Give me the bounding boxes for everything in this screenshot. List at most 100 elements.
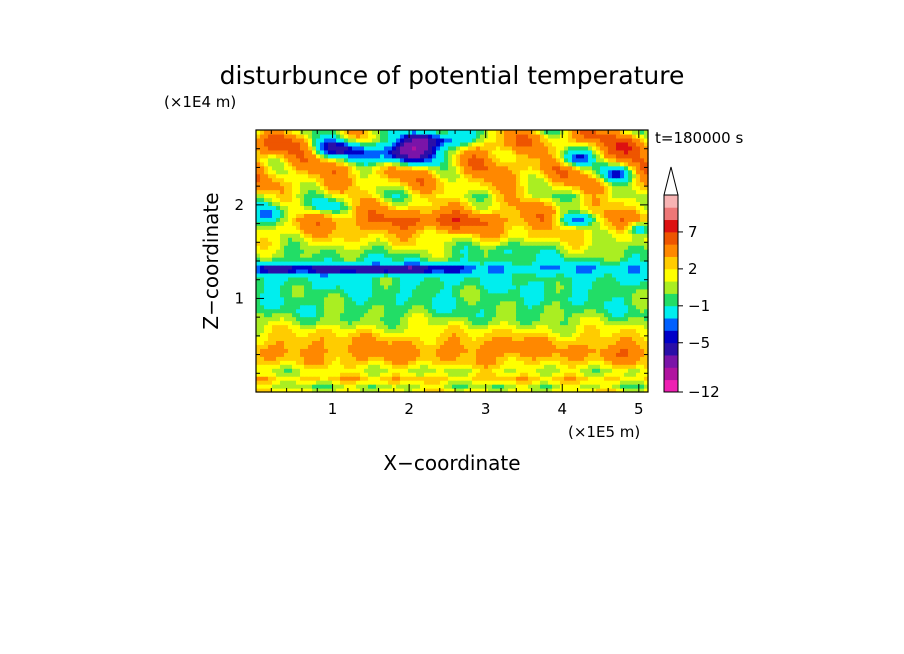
heatmap-cell [416,340,421,345]
heatmap-cell [484,380,489,385]
heatmap-cell [280,253,285,258]
heatmap-cell [328,348,333,353]
heatmap-cell [348,316,353,322]
heatmap-cell [632,316,637,322]
heatmap-cell [572,376,577,381]
heatmap-cell [416,320,421,326]
heatmap-cell [600,268,605,274]
heatmap-cell [608,332,613,338]
heatmap-cell [304,233,309,238]
heatmap-cell [436,340,441,345]
heatmap-cell [428,368,433,373]
heatmap-cell [644,249,649,254]
heatmap-cell [464,189,469,195]
heatmap-cell [364,296,369,302]
heatmap-cell [640,197,645,203]
heatmap-cell [580,245,585,250]
heatmap-cell [336,384,341,389]
heatmap-cell [392,241,397,246]
heatmap-cell [340,368,345,373]
heatmap-cell [596,304,601,310]
heatmap-cell [300,368,305,373]
heatmap-cell [388,364,393,369]
heatmap-cell [328,245,333,250]
heatmap-cell [540,209,545,214]
heatmap-cell [268,272,273,278]
heatmap-cell [316,388,321,393]
heatmap-cell [292,320,297,326]
heatmap-cell [472,261,477,266]
heatmap-cell [612,324,617,330]
heatmap-cell [592,376,597,381]
heatmap-cell [412,372,417,377]
heatmap-cell [372,229,377,234]
heatmap-cell [268,288,273,294]
heatmap-cell [620,221,625,226]
heatmap-cell [556,352,561,357]
heatmap-cell [448,257,453,262]
heatmap-cell [572,356,577,361]
heatmap-cell [288,348,293,353]
heatmap-cell [620,372,625,377]
heatmap-cell [432,272,437,278]
heatmap-cell [436,280,441,286]
heatmap-cell [512,197,517,203]
heatmap-cell [640,245,645,250]
heatmap-cell [556,332,561,338]
heatmap-cell [448,336,453,341]
heatmap-cell [340,300,345,306]
heatmap-cell [260,384,265,389]
heatmap-cell [380,272,385,278]
heatmap-cell [356,217,361,222]
heatmap-cell [388,241,393,246]
heatmap-cell [296,201,301,207]
heatmap-cell [352,264,357,270]
heatmap-cell [640,280,645,286]
heatmap-cell [608,364,613,369]
heatmap-cell [388,233,393,238]
heatmap-cell [496,384,501,389]
heatmap-cell [324,324,329,330]
heatmap-cell [492,241,497,246]
heatmap-cell [528,352,533,357]
heatmap-cell [492,316,497,322]
heatmap-cell [644,233,649,238]
heatmap-cell [620,336,625,341]
heatmap-cell [548,264,553,270]
heatmap-cell [380,217,385,222]
heatmap-cell [304,241,309,246]
heatmap-cell [480,324,485,330]
heatmap-cell [396,261,401,266]
heatmap-cell [296,308,301,314]
heatmap-cell [344,328,349,334]
heatmap-cell [312,316,317,322]
heatmap-cell [468,213,473,218]
heatmap-cell [336,193,341,199]
heatmap-cell [360,368,365,373]
heatmap-cell [304,264,309,270]
heatmap-cell [300,316,305,322]
heatmap-cell [560,233,565,238]
heatmap-cell [308,253,313,258]
heatmap-cell [516,384,521,389]
heatmap-cell [356,225,361,230]
heatmap-cell [452,340,457,345]
heatmap-cell [604,296,609,302]
heatmap-cell [372,364,377,369]
heatmap-cell [640,221,645,226]
heatmap-cell [268,372,273,377]
heatmap-cell [284,308,289,314]
heatmap-cell [504,253,509,258]
heatmap-cell [444,280,449,286]
heatmap-cell [396,205,401,210]
heatmap-cell [420,249,425,254]
heatmap-cell [268,217,273,222]
heatmap-cell [616,241,621,246]
heatmap-cell [500,376,505,381]
heatmap-cell [620,249,625,254]
heatmap-cell [576,344,581,349]
heatmap-cell [440,352,445,357]
heatmap-cell [400,264,405,270]
heatmap-cell [312,261,317,266]
